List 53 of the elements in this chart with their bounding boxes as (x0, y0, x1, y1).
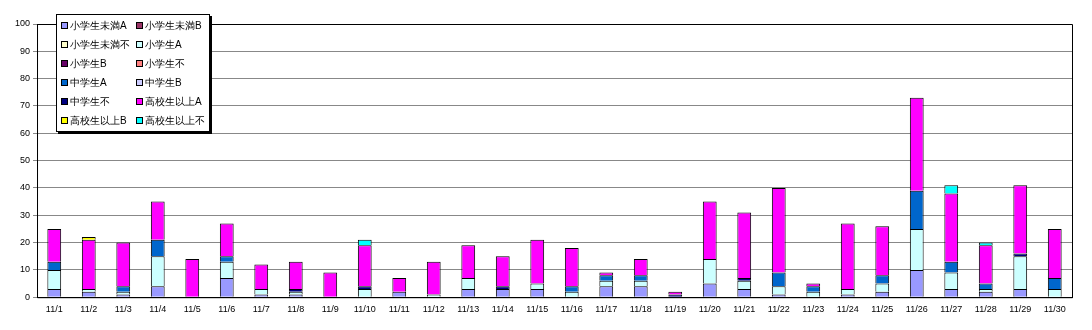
x-tick-label: 11/17 (595, 304, 618, 315)
x-tick-label: 11/14 (491, 304, 514, 315)
y-tick-label: 60 (20, 127, 31, 138)
legend-label: 高校生以上不 (145, 113, 205, 128)
x-tick-label: 11/8 (287, 304, 305, 315)
x-tick-label: 11/27 (940, 304, 963, 315)
x-tick-label: 11/29 (1009, 304, 1032, 315)
x-tick-label: 11/2 (80, 304, 98, 315)
legend-label: 小学生未満A (70, 18, 127, 33)
x-tick-label: 11/4 (149, 304, 167, 315)
legend-label: 中学生B (145, 75, 182, 90)
x-tick-label: 11/7 (252, 304, 270, 315)
legend-label: 小学生不 (145, 56, 185, 71)
y-tick-label: 10 (20, 264, 31, 275)
x-tick-label: 11/22 (767, 304, 790, 315)
legend-label: 高校生以上B (70, 113, 127, 128)
x-tick-label: 11/20 (698, 304, 721, 315)
x-tick-label: 11/5 (183, 304, 201, 315)
x-tick-label: 11/13 (457, 304, 480, 315)
legend-label: 高校生以上A (145, 94, 202, 109)
x-tick-label: 11/1 (45, 304, 63, 315)
x-tick-label: 11/30 (1043, 304, 1066, 315)
y-tick-label: 0 (25, 291, 31, 302)
x-tick-label: 11/16 (560, 304, 583, 315)
y-tick-label: 80 (20, 73, 31, 84)
y-tick-label: 40 (20, 182, 31, 193)
y-tick-label: 30 (20, 209, 31, 220)
x-tick-label: 11/9 (321, 304, 339, 315)
x-tick-label: 11/12 (422, 304, 445, 315)
x-tick-label: 11/21 (733, 304, 756, 315)
legend-label: 小学生未満不 (70, 37, 130, 52)
y-tick-label: 100 (14, 18, 31, 29)
legend-label: 小学生B (70, 56, 107, 71)
x-tick-label: 11/25 (871, 304, 894, 315)
legend-label: 中学生A (70, 75, 107, 90)
x-tick-label: 11/28 (974, 304, 997, 315)
y-tick-label: 70 (20, 100, 31, 111)
x-tick-label: 11/23 (802, 304, 825, 315)
x-tick-label: 11/15 (526, 304, 549, 315)
x-tick-label: 11/18 (629, 304, 652, 315)
legend-label: 小学生A (145, 37, 182, 52)
legend-label: 中学生不 (70, 94, 110, 109)
y-tick-label: 90 (20, 45, 31, 56)
x-tick-label: 11/11 (388, 304, 410, 315)
legend-label: 小学生未満B (145, 18, 202, 33)
x-tick-label: 11/6 (218, 304, 236, 315)
x-tick-label: 11/3 (114, 304, 132, 315)
x-tick-label: 11/10 (353, 304, 376, 315)
x-tick-label: 11/19 (664, 304, 687, 315)
y-tick-label: 20 (20, 237, 31, 248)
x-tick-label: 11/24 (836, 304, 859, 315)
x-tick-label: 11/26 (905, 304, 928, 315)
y-tick-label: 50 (20, 155, 31, 166)
